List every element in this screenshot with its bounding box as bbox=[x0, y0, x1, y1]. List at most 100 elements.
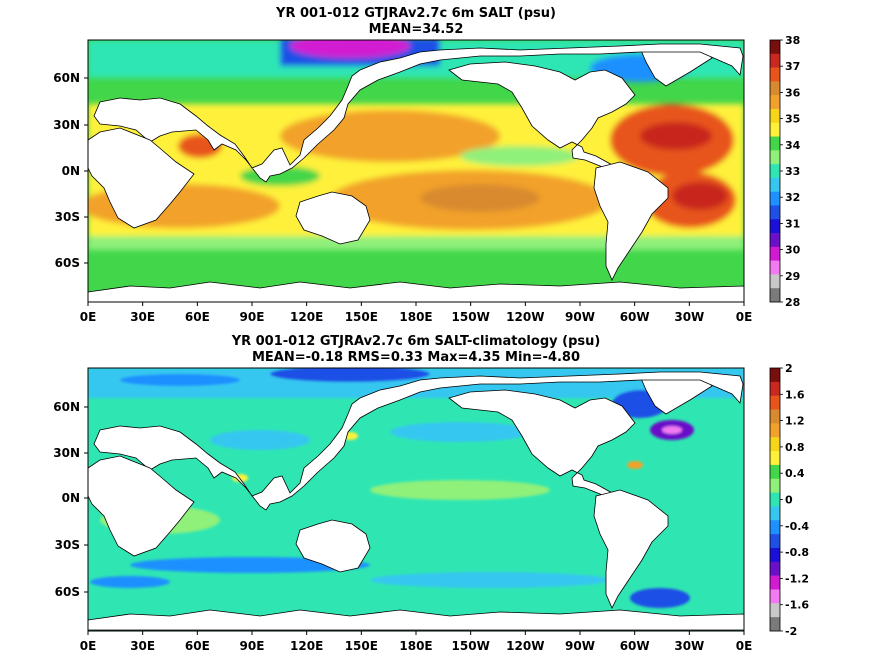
top-lon-label: 90W bbox=[565, 310, 595, 324]
bottom-colorbar-label: -0.4 bbox=[785, 520, 809, 533]
bottom-colorbar-label: -0.8 bbox=[785, 546, 809, 559]
top-lat-label: 60S bbox=[55, 256, 80, 270]
bottom-colorbar-swatch bbox=[770, 368, 780, 383]
top-lat-axis: 60N 30N 0N 30S 60S bbox=[53, 71, 88, 270]
top-colorbar-swatch bbox=[770, 191, 780, 206]
top-title: YR 001-012 GTJRAv2.7c 6m SALT (psu) bbox=[275, 6, 556, 21]
bottom-lon-label: 180E bbox=[399, 639, 432, 653]
bottom-colorbar-label: -2 bbox=[785, 625, 797, 638]
bottom-colorbar-label: 0 bbox=[785, 494, 793, 507]
bottom-lon-label: 30W bbox=[674, 639, 704, 653]
top-colorbar-label: 32 bbox=[785, 191, 800, 204]
bottom-lon-label: 60E bbox=[185, 639, 210, 653]
bottom-lon-label: 150W bbox=[452, 639, 490, 653]
top-lon-label: 120E bbox=[290, 310, 323, 324]
bottom-colorbar-label: 0.4 bbox=[785, 467, 805, 480]
bottom-title: YR 001-012 GTJRAv2.7c 6m SALT-climatolog… bbox=[231, 334, 601, 349]
bottom-lat-label: 30N bbox=[53, 446, 80, 460]
top-colorbar-swatch bbox=[770, 205, 780, 220]
bottom-colorbar-swatch bbox=[770, 381, 780, 396]
bottom-lon-label: 120E bbox=[290, 639, 323, 653]
top-lon-label: 60E bbox=[185, 310, 210, 324]
bottom-colorbar-swatch bbox=[770, 409, 780, 424]
top-colorbar: 38 37 36 35 34 33 32 31 30 29 28 bbox=[769, 34, 801, 309]
bottom-colorbar-label: 1.6 bbox=[785, 388, 805, 401]
bottom-lon-label: 0E bbox=[736, 639, 753, 653]
bottom-lat-label: 0N bbox=[62, 491, 80, 505]
bottom-colorbar-swatch bbox=[770, 395, 780, 410]
bottom-lat-label: 30S bbox=[55, 538, 80, 552]
top-colorbar-swatch bbox=[770, 288, 780, 303]
top-colorbar-swatch bbox=[770, 164, 780, 179]
top-lon-label: 60W bbox=[620, 310, 650, 324]
top-lat-label: 30S bbox=[55, 210, 80, 224]
top-subtitle: MEAN=34.52 bbox=[369, 22, 464, 37]
top-salinity-field bbox=[88, 40, 744, 302]
top-colorbar-swatch bbox=[770, 53, 780, 68]
top-colorbar-label: 31 bbox=[785, 217, 800, 230]
bottom-lon-label: 60W bbox=[620, 639, 650, 653]
top-colorbar-swatch bbox=[770, 136, 780, 151]
top-colorbar-swatch bbox=[770, 67, 780, 82]
bottom-lon-label: 120W bbox=[506, 639, 544, 653]
bottom-colorbar-swatch bbox=[770, 506, 780, 521]
top-lon-label: 150W bbox=[452, 310, 490, 324]
bottom-lat-label: 60S bbox=[55, 585, 80, 599]
bottom-panel: YR 001-012 GTJRAv2.7c 6m SALT-climatolog… bbox=[53, 334, 809, 653]
top-lon-label: 30E bbox=[130, 310, 155, 324]
bottom-colorbar-swatch bbox=[770, 520, 780, 535]
bottom-colorbar-swatch bbox=[770, 547, 780, 563]
top-colorbar-label: 33 bbox=[785, 165, 800, 178]
top-colorbar-label: 36 bbox=[785, 86, 801, 99]
bottom-colorbar-swatch bbox=[770, 603, 780, 618]
bottom-colorbar-swatch bbox=[770, 534, 780, 549]
bottom-colorbar-swatch bbox=[770, 423, 780, 438]
top-colorbar-swatch bbox=[770, 40, 780, 55]
bottom-lat-label: 60N bbox=[53, 400, 80, 414]
top-colorbar-label: 34 bbox=[785, 139, 801, 152]
bottom-colorbar-swatch bbox=[770, 589, 780, 604]
bottom-lon-label: 30E bbox=[130, 639, 155, 653]
top-colorbar-swatch bbox=[770, 108, 780, 124]
top-panel: YR 001-012 GTJRAv2.7c 6m SALT (psu) MEAN… bbox=[53, 6, 800, 324]
bottom-lat-axis: 60N 30N 0N 30S 60S bbox=[53, 400, 88, 599]
top-colorbar-swatch bbox=[770, 81, 780, 96]
top-lon-label: 0E bbox=[736, 310, 753, 324]
top-colorbar-label: 38 bbox=[785, 34, 800, 47]
top-colorbar-swatch bbox=[770, 246, 780, 261]
bottom-colorbar-swatch bbox=[770, 464, 780, 480]
top-colorbar-label: 35 bbox=[785, 113, 800, 126]
top-lat-label: 60N bbox=[53, 71, 80, 85]
top-lat-label: 0N bbox=[62, 164, 80, 178]
top-colorbar-label: 37 bbox=[785, 60, 800, 73]
bottom-lon-axis: 0E 30E 60E 90E 120E 150E 180E 150W 120W 90W 60W 30W… bbox=[80, 631, 753, 653]
top-lat-label: 30N bbox=[53, 118, 80, 132]
bottom-lon-label: 90W bbox=[565, 639, 595, 653]
top-lon-label: 0E bbox=[80, 310, 97, 324]
bottom-colorbar-label: -1.2 bbox=[785, 572, 809, 585]
top-colorbar-swatch bbox=[770, 150, 780, 165]
top-lon-label: 150E bbox=[345, 310, 378, 324]
bottom-colorbar-label: 2 bbox=[785, 362, 793, 375]
bottom-lon-label: 90E bbox=[240, 639, 265, 653]
bottom-lon-label: 150E bbox=[345, 639, 378, 653]
top-lon-label: 90E bbox=[240, 310, 265, 324]
bottom-colorbar-swatch bbox=[770, 561, 780, 576]
bottom-colorbar-swatch bbox=[770, 617, 780, 632]
top-lon-label: 180E bbox=[399, 310, 432, 324]
top-colorbar-label: 30 bbox=[785, 244, 801, 257]
bottom-colorbar-swatch bbox=[770, 451, 780, 466]
bottom-colorbar: 2 1.6 1.2 0.8 0.4 0 -0.4 -0.8 -1.2 -1.6 -2 bbox=[769, 362, 809, 638]
bottom-colorbar-swatch bbox=[770, 492, 780, 507]
top-colorbar-swatch bbox=[770, 177, 780, 192]
bottom-anomaly-field bbox=[88, 368, 744, 631]
top-lon-axis: 0E 30E 60E 90E 120E 150E 180E 150W 120W 90W 60W 30W… bbox=[80, 302, 753, 324]
bottom-subtitle: MEAN=-0.18 RMS=0.33 Max=4.35 Min=-4.80 bbox=[252, 350, 580, 365]
bottom-colorbar-label: -1.6 bbox=[785, 599, 809, 612]
bottom-colorbar-swatch bbox=[770, 437, 780, 452]
bottom-colorbar-swatch bbox=[770, 478, 780, 493]
bottom-colorbar-label: 1.2 bbox=[785, 415, 805, 428]
top-colorbar-swatch bbox=[770, 122, 780, 137]
bottom-colorbar-swatch bbox=[770, 575, 780, 590]
